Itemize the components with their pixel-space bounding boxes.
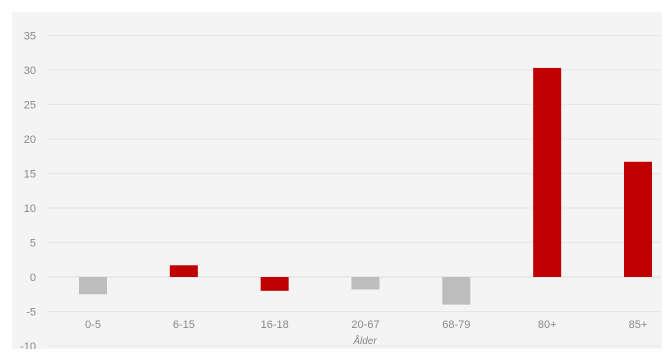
y-tick-label: 20 (24, 134, 36, 146)
gridlines (48, 35, 660, 347)
x-tick-label: 0-5 (85, 319, 101, 331)
x-tick-label: 80+ (538, 319, 557, 331)
bar-20-67 (351, 277, 380, 290)
y-tick-label: 0 (30, 272, 36, 284)
bar-80+ (533, 67, 562, 278)
y-tick-label: -5 (26, 307, 36, 319)
plot-background (12, 12, 662, 349)
bar-0-5 (79, 277, 107, 295)
y-tick-label: -10 (20, 341, 36, 349)
x-tick-label: 20-67 (351, 319, 379, 331)
y-tick-label: 15 (24, 169, 36, 181)
bars (79, 67, 652, 305)
x-axis-title: Ålder (352, 334, 377, 347)
bar-85+ (624, 161, 652, 277)
bar-16-18 (260, 277, 289, 291)
bar-68-79 (442, 277, 471, 305)
y-tick-label: 10 (24, 203, 36, 215)
x-tick-label: 68-79 (442, 319, 470, 331)
x-tick-label: 85+ (629, 319, 648, 331)
y-tick-label: 25 (24, 100, 36, 112)
x-axis-tick-labels: 0-5 6-15 16-18 20-67 68-79 80+ 85+ (85, 319, 647, 331)
y-tick-label: 35 (24, 31, 36, 43)
y-tick-label: 30 (24, 65, 36, 77)
y-axis-tick-labels: 35 30 25 20 15 10 5 0 -5 -10 (20, 31, 36, 354)
x-tick-label: 16-18 (261, 319, 289, 331)
x-tick-label: 6-15 (173, 319, 195, 331)
y-tick-label: 5 (30, 238, 36, 250)
bar-6-15 (169, 265, 198, 277)
